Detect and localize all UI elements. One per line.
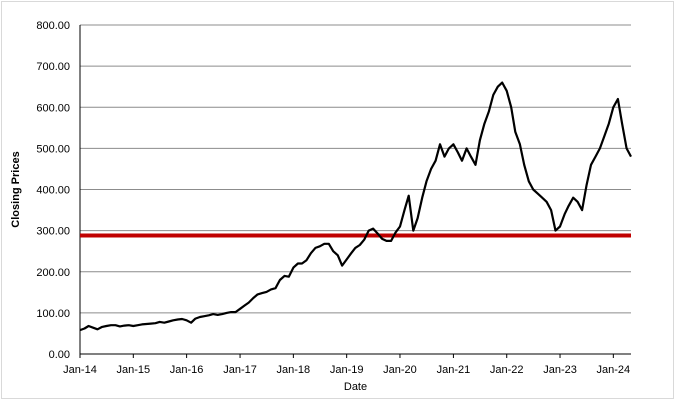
x-tick-label: Jan-21	[437, 364, 471, 376]
y-tick-label: 200.00	[36, 267, 70, 279]
x-tick-label: Jan-14	[63, 364, 97, 376]
y-tick-label: 100.00	[36, 308, 70, 320]
x-axis-title: Date	[344, 381, 367, 393]
y-axis-title: Closing Prices	[10, 151, 22, 227]
x-tick-label: Jan-22	[490, 364, 524, 376]
series-line	[79, 81, 632, 332]
y-tick-label: 400.00	[36, 185, 70, 197]
x-tick-label: Jan-23	[543, 364, 577, 376]
y-tick-label: 0.00	[49, 349, 70, 361]
x-tick-label: Jan-19	[330, 364, 364, 376]
y-tick-label: 600.00	[36, 102, 70, 114]
y-tick-label: 300.00	[36, 226, 70, 238]
y-tick-label: 500.00	[36, 143, 70, 155]
x-tick-label: Jan-24	[597, 364, 631, 376]
x-tick-label: Jan-16	[170, 364, 204, 376]
x-tick-label: Jan-18	[277, 364, 311, 376]
x-tick-label: Jan-15	[116, 364, 150, 376]
y-tick-label: 700.00	[36, 61, 70, 73]
x-tick-label: Jan-17	[223, 364, 257, 376]
x-tick-label: Jan-20	[383, 364, 417, 376]
y-tick-label: 800.00	[36, 20, 70, 32]
